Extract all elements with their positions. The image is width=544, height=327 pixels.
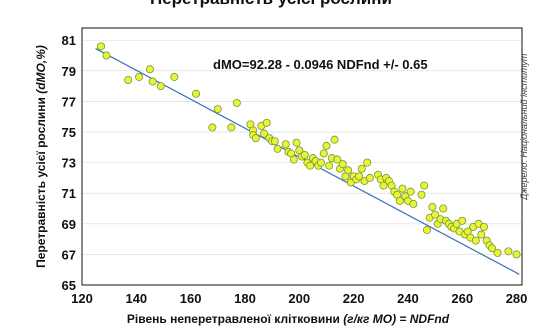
data-point <box>289 155 298 164</box>
data-point <box>192 89 201 98</box>
data-point <box>97 42 106 51</box>
y-axis-label: Перетравність усієї рослини (dMO,%) <box>34 45 48 268</box>
data-point <box>251 134 260 143</box>
data-point <box>124 76 133 85</box>
title-strip: Перетравність усієї рослини <box>0 0 544 12</box>
data-point <box>135 72 144 81</box>
data-point <box>170 72 179 81</box>
data-point <box>338 160 347 169</box>
data-point <box>292 138 301 147</box>
data-point <box>431 210 440 219</box>
data-point <box>398 184 407 193</box>
x-tick-label: 220 <box>343 291 365 306</box>
data-point <box>488 244 497 253</box>
data-point <box>428 202 437 211</box>
y-tick-label: 67 <box>62 247 76 262</box>
x-tick-label: 180 <box>234 291 256 306</box>
data-point <box>270 137 279 146</box>
data-point <box>145 65 154 74</box>
data-point <box>227 123 236 132</box>
data-point <box>512 250 521 259</box>
plot-frame <box>81 27 523 286</box>
y-tick-label: 75 <box>62 125 76 140</box>
x-tick-label: 140 <box>125 291 147 306</box>
x-axis-label: Рівень неперетравленої клітковини (г/кг … <box>127 312 450 326</box>
source-note: Джерело: Національний інститут <box>519 53 529 200</box>
data-point <box>273 144 282 153</box>
data-point <box>319 149 328 158</box>
y-tick-label: 73 <box>62 156 76 171</box>
x-tick-label: 160 <box>180 291 202 306</box>
data-point <box>148 77 157 86</box>
data-point <box>213 105 222 114</box>
data-point <box>300 150 309 159</box>
data-point <box>333 155 342 164</box>
data-point <box>365 173 374 182</box>
y-tick-label: 81 <box>62 33 76 48</box>
data-point <box>306 161 315 170</box>
data-point <box>471 236 480 245</box>
x-tick-label: 120 <box>71 291 93 306</box>
x-tick-label: 240 <box>397 291 419 306</box>
data-point <box>406 187 415 196</box>
data-point <box>422 225 431 234</box>
data-point <box>325 161 334 170</box>
x-tick-label: 260 <box>451 291 473 306</box>
data-point <box>232 98 241 107</box>
y-tick-label: 77 <box>62 94 76 109</box>
y-tick-label: 79 <box>62 64 76 79</box>
x-tick-label: 280 <box>506 291 528 306</box>
data-point <box>262 118 271 127</box>
data-point <box>504 247 513 256</box>
data-point <box>420 181 429 190</box>
y-tick-label: 65 <box>62 278 76 293</box>
data-point <box>363 158 372 167</box>
data-point <box>208 123 217 132</box>
data-point <box>322 141 331 150</box>
data-point <box>259 129 268 138</box>
x-tick-label: 200 <box>288 291 310 306</box>
data-point <box>317 158 326 167</box>
data-point <box>479 222 488 231</box>
page-title: Перетравність усієї рослини <box>150 0 392 9</box>
y-tick-labels: 65 67 69 71 73 75 77 79 81 <box>62 33 76 293</box>
y-tick-label: 69 <box>62 217 76 232</box>
x-tick-labels: 120 140 160 180 200 220 240 260 280 <box>71 291 527 306</box>
regression-equation: dMO=92.28 - 0.0946 NDFnd +/- 0.65 <box>213 57 428 72</box>
data-point <box>458 216 467 225</box>
data-point <box>379 181 388 190</box>
y-axis-label-unit: (dMO,%) <box>34 45 48 94</box>
data-point <box>355 172 364 181</box>
data-point <box>493 248 502 257</box>
data-point <box>102 51 111 60</box>
data-point <box>357 164 366 173</box>
y-tick-label: 71 <box>62 186 76 201</box>
x-axis-label-main: Рівень неперетравленої клітковини <box>127 312 343 326</box>
data-point <box>281 140 290 149</box>
data-point <box>156 82 165 91</box>
y-axis-label-main: Перетравність усієї рослини <box>34 94 48 268</box>
data-point <box>330 135 339 144</box>
data-point <box>417 190 426 199</box>
data-point <box>344 166 353 175</box>
data-point <box>395 196 404 205</box>
data-point <box>439 204 448 213</box>
data-points <box>97 42 521 259</box>
x-axis-label-unit: (г/кг МО) = NDFnd <box>343 312 450 326</box>
data-point <box>477 230 486 239</box>
data-point <box>409 199 418 208</box>
